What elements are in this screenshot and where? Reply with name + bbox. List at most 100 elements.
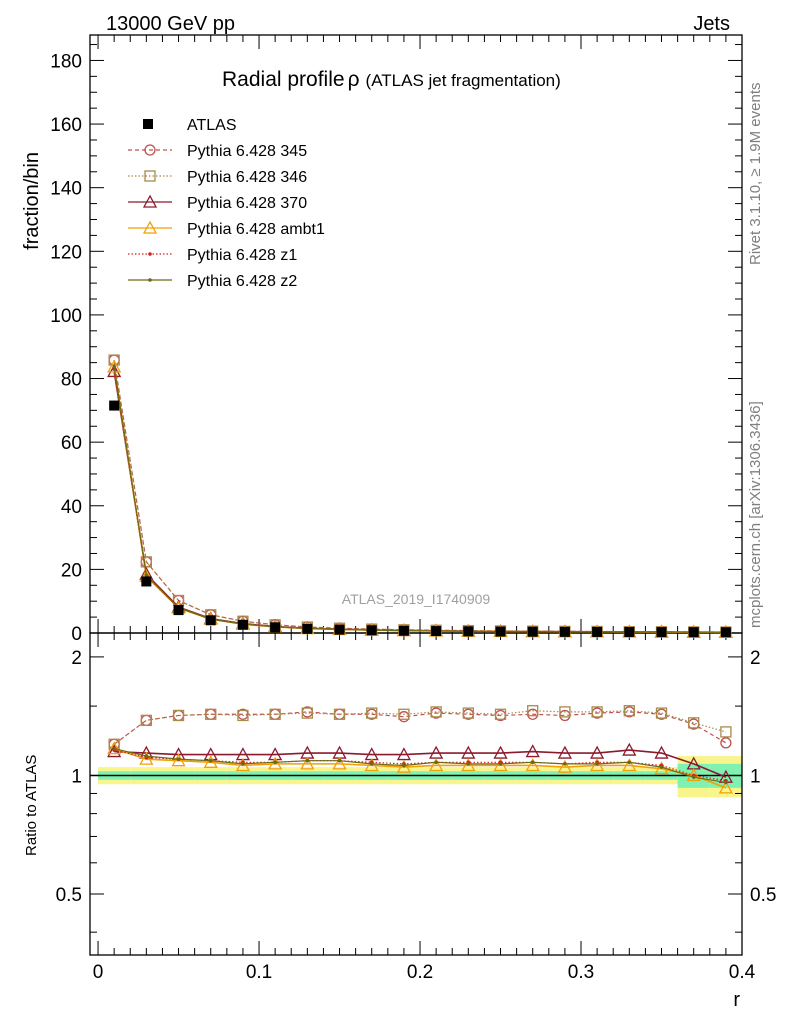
ratio-point — [268, 747, 283, 761]
data-point — [592, 626, 603, 637]
ratio-point — [107, 741, 122, 755]
legend — [128, 119, 172, 282]
series-ratio-6 — [112, 746, 728, 785]
ratio-point — [563, 762, 567, 766]
data-point — [205, 615, 216, 626]
y-axis-label: fraction/bin — [21, 152, 43, 250]
ratio-tick-label: 2 — [71, 648, 82, 669]
x-tick-label: 0 — [93, 962, 104, 983]
legend-marker — [148, 278, 152, 282]
data-point — [688, 627, 699, 638]
ratio-point — [494, 708, 507, 720]
ratio-point — [205, 708, 217, 720]
series-point — [112, 365, 116, 369]
ratio-point — [466, 762, 471, 766]
data-point — [173, 605, 184, 616]
data-point — [527, 626, 538, 637]
y-tick-label: 60 — [61, 433, 82, 454]
x-tick-label: 0.3 — [568, 962, 594, 983]
ratio-point — [686, 768, 701, 782]
ratio-point — [398, 708, 410, 720]
ratio-point — [364, 758, 379, 772]
ratio-point — [659, 765, 664, 769]
ratio-point — [139, 751, 154, 765]
ratio-point — [176, 757, 181, 761]
ratio-point — [396, 759, 412, 773]
ratio-point — [724, 780, 728, 785]
ratio-point — [434, 760, 438, 765]
ratio-tick-label-right: 1 — [750, 766, 761, 787]
ratio-point — [107, 744, 122, 758]
data-point — [431, 626, 442, 637]
ratio-point — [691, 775, 696, 779]
legend-label: Pythia 6.428 346 — [187, 169, 307, 186]
ratio-point — [590, 758, 605, 772]
legend-label: Pythia 6.428 ambt1 — [187, 221, 325, 238]
y-tick-label: 40 — [61, 497, 82, 518]
legend-marker — [148, 252, 152, 256]
ratio-point — [462, 707, 474, 719]
legend-marker — [142, 220, 158, 234]
ratio-point — [305, 758, 310, 763]
data-point — [237, 619, 248, 630]
series-ratio-1 — [108, 706, 732, 750]
ratio-point — [203, 754, 218, 768]
y-tick-label: 160 — [50, 115, 82, 136]
ratio-point — [557, 745, 573, 759]
series-ratio-3 — [107, 742, 733, 783]
ratio-point — [530, 760, 535, 765]
ratio-line — [114, 749, 727, 778]
series-point — [144, 573, 149, 578]
series-ratio-2 — [108, 705, 732, 750]
ratio-point — [622, 742, 637, 756]
legend-label: Pythia 6.428 z1 — [187, 247, 297, 264]
ratio-point — [591, 706, 603, 718]
series-ratio-4 — [107, 741, 733, 794]
y-tick-label: 120 — [50, 242, 82, 263]
ratio-point — [112, 746, 116, 751]
ratio-point — [337, 758, 342, 763]
ratio-tick-label-right: 0.5 — [750, 885, 776, 906]
data-point — [656, 627, 667, 638]
ratio-point — [461, 758, 476, 772]
ratio-tick-label: 1 — [71, 766, 82, 787]
data-point — [270, 622, 281, 633]
data-point — [463, 626, 474, 637]
legend-label-data: ATLAS — [187, 117, 237, 134]
ratio-line — [113, 747, 727, 789]
data-point — [720, 627, 731, 638]
ratio-point — [461, 745, 476, 759]
ratio-plot-frame — [89, 632, 743, 956]
ratio-point — [525, 758, 540, 772]
ratio-point — [720, 737, 732, 749]
ratio-point — [688, 717, 700, 729]
ratio-point — [396, 747, 412, 761]
data-point — [559, 626, 570, 637]
series-line — [113, 366, 726, 633]
ratio-point — [430, 706, 442, 718]
data-point — [495, 626, 506, 637]
data-point — [366, 625, 377, 636]
ratio-tick-label: 0.5 — [56, 885, 82, 906]
data-point — [109, 400, 120, 411]
ratio-point — [171, 753, 186, 767]
series-point — [107, 359, 122, 373]
x-tick-label: 0.4 — [729, 962, 756, 983]
legend-label: Pythia 6.428 345 — [187, 143, 307, 160]
ratio-tick-label-right: 2 — [750, 648, 761, 669]
ratio-point — [493, 745, 508, 759]
legend-label: Pythia 6.428 z2 — [187, 273, 297, 290]
title-subtitle: (ATLAS jet fragmentation) — [366, 71, 561, 90]
data-point — [398, 625, 409, 636]
process-label: Jets — [693, 13, 730, 35]
ratio-point — [622, 758, 637, 772]
legend-marker-data — [143, 119, 153, 129]
ratio-axis-label: Ratio to ATLAS — [23, 755, 40, 856]
y-tick-label: 0 — [71, 624, 82, 645]
ratio-point — [595, 762, 599, 766]
ratio-point — [300, 756, 315, 770]
ratio-point — [718, 780, 733, 794]
y-tick-label: 140 — [50, 179, 82, 200]
series-point — [107, 364, 122, 378]
